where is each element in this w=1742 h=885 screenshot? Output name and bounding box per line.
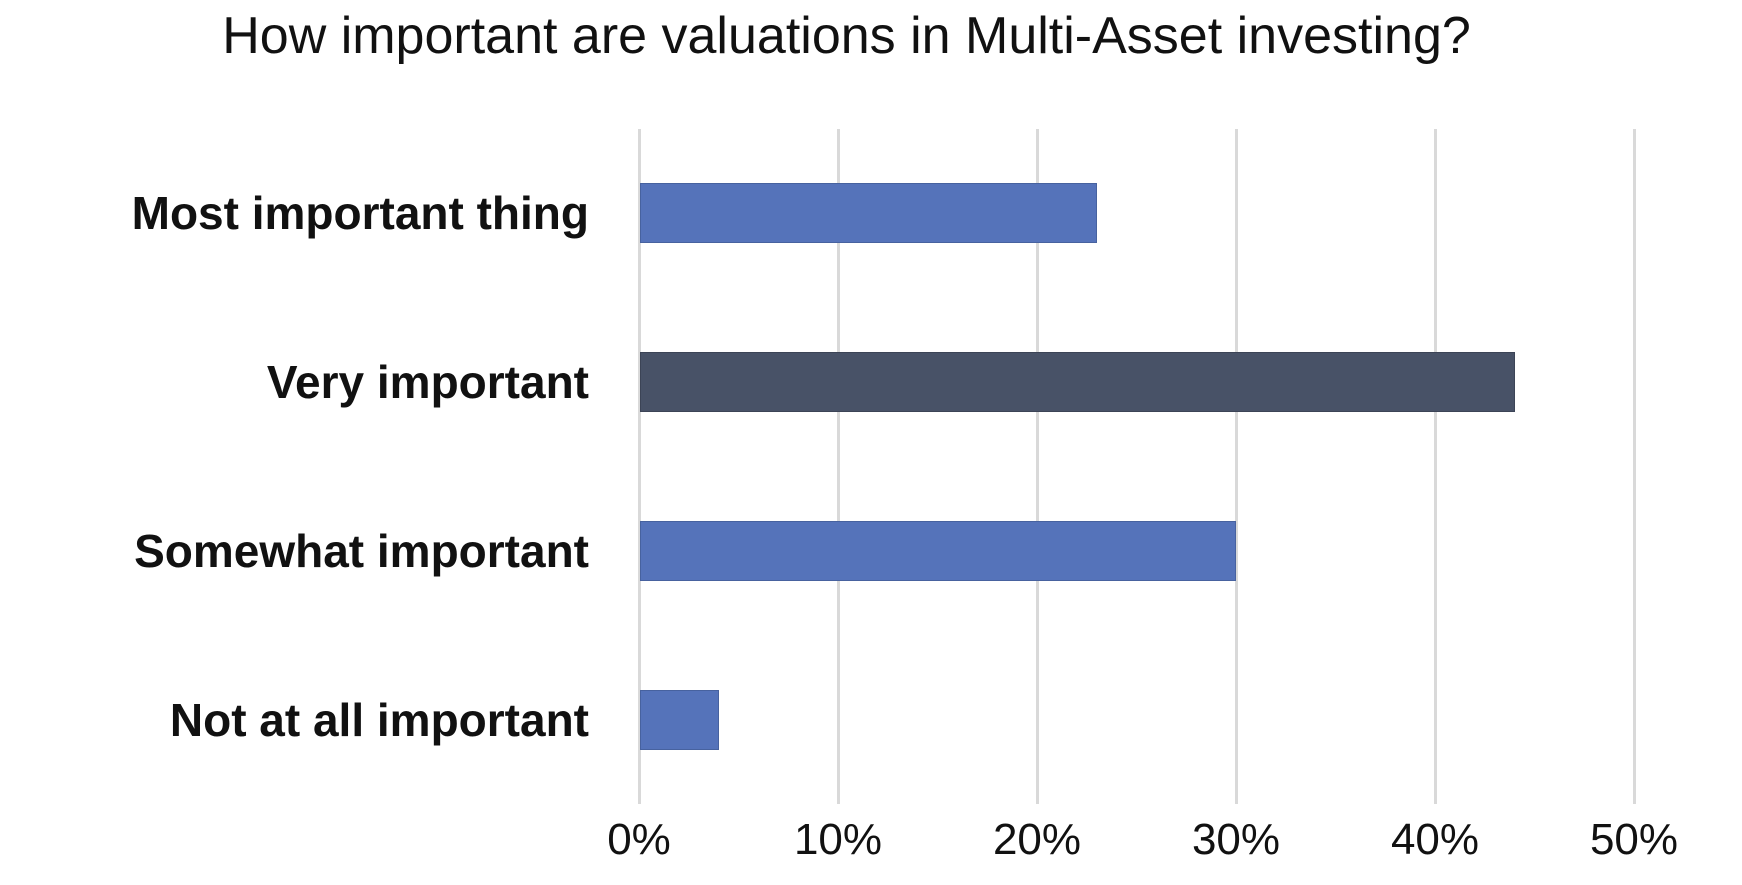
gridline-20 <box>1035 129 1039 804</box>
x-tick-label-20: 20% <box>992 815 1082 864</box>
gridline-0 <box>637 129 641 804</box>
x-tick-label-10: 10% <box>793 815 883 864</box>
category-label-very-important: Very important <box>266 356 589 409</box>
gridline-30 <box>1234 129 1238 804</box>
bar-somewhat-important <box>640 520 1236 581</box>
bar-very-important <box>640 352 1515 413</box>
category-label-not-at-all-important: Not at all important <box>169 693 589 746</box>
x-tick-label-0: 0% <box>607 815 671 864</box>
x-tick-label-40: 40% <box>1390 815 1480 864</box>
category-label-somewhat-important: Somewhat important <box>134 524 589 577</box>
bar-not-at-all-important <box>640 689 719 750</box>
x-tick-label-30: 30% <box>1191 815 1281 864</box>
gridline-40 <box>1433 129 1437 804</box>
bar-most-important-thing <box>640 183 1097 244</box>
gridline-50 <box>1632 129 1636 804</box>
category-label-most-important-thing: Most important thing <box>131 187 589 240</box>
chart-title: How important are valuations in Multi-As… <box>222 7 1471 65</box>
gridline-10 <box>836 129 840 804</box>
x-tick-label-50: 50% <box>1589 815 1679 864</box>
